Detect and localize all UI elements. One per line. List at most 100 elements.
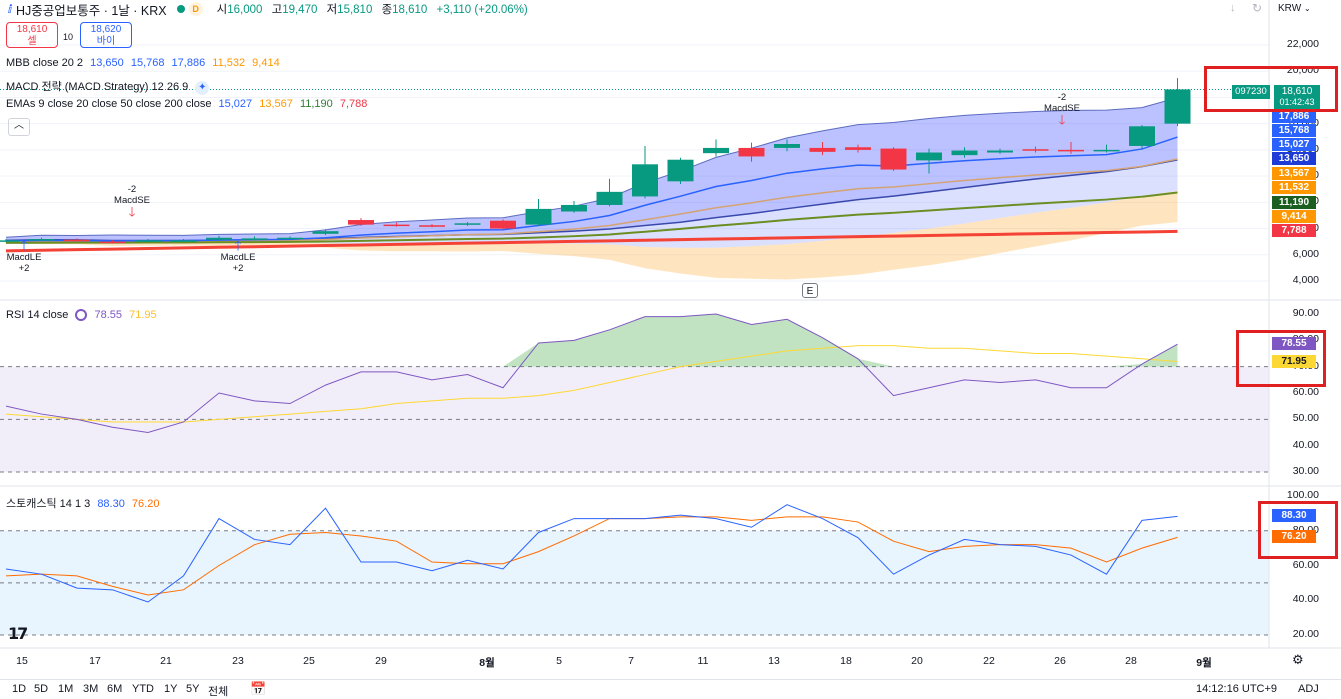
time-tick-label: 15 bbox=[16, 655, 28, 667]
buy-button[interactable]: 18,620 바이 bbox=[80, 22, 132, 48]
candle-body bbox=[667, 159, 694, 182]
sell-button[interactable]: 18,610 셀 bbox=[6, 22, 58, 48]
settings-icon[interactable]: ⚙ bbox=[1292, 652, 1304, 667]
rsi-settings-icon[interactable] bbox=[75, 309, 88, 322]
time-tick-label: 21 bbox=[160, 655, 172, 667]
spread-value: 10 bbox=[63, 32, 74, 42]
stoch-d-line bbox=[5, 516, 1178, 596]
timeframe-button[interactable]: 6M bbox=[107, 683, 123, 695]
time-tick-label: 9월 bbox=[1196, 657, 1212, 669]
ema50-line bbox=[5, 191, 1178, 244]
currency-selector[interactable]: KRW ⌄ bbox=[1278, 3, 1311, 14]
candle-body bbox=[0, 240, 19, 242]
candle-body bbox=[561, 204, 587, 212]
candle-body bbox=[1093, 149, 1120, 152]
candle-body bbox=[809, 147, 836, 152]
bar-countdown: 01:42:43 bbox=[1279, 97, 1315, 107]
bb-upper-fill bbox=[6, 97, 1178, 241]
rsi-ma-value-tag: 71.95 bbox=[1272, 355, 1316, 368]
time-tick-label: 29 bbox=[375, 655, 387, 667]
add-indicator-icon[interactable]: ✦ bbox=[195, 81, 210, 95]
price-tick-label: 4,000 bbox=[1292, 274, 1319, 286]
candle-body bbox=[170, 240, 197, 242]
highlight-box-price bbox=[1204, 66, 1338, 112]
time-tick-label: 20 bbox=[911, 655, 923, 667]
price-tick-label: 6,000 bbox=[1292, 247, 1319, 260]
time-tick-label: 11 bbox=[697, 655, 709, 667]
timeframe-button[interactable]: 5Y bbox=[186, 683, 200, 695]
timeframe-button[interactable]: 전체 bbox=[208, 686, 229, 698]
adj-toggle[interactable]: ADJ bbox=[1298, 683, 1319, 695]
stoch-tick-label: 40.00 bbox=[1292, 593, 1319, 606]
timeframe-button[interactable]: 1D bbox=[12, 683, 27, 695]
stoch-tick-label: 60.00 bbox=[1292, 558, 1319, 571]
candle-body bbox=[135, 240, 161, 242]
bb-lower-fill bbox=[6, 191, 1178, 280]
legend-mbb[interactable]: MBB close 20 2 13,650 15,768 17,886 11,5… bbox=[6, 57, 280, 69]
symbol-logo-icon: ⅈ bbox=[8, 4, 12, 16]
stoch-k-value-tag: 88.30 bbox=[1272, 509, 1316, 522]
timeframe-button[interactable]: 1M bbox=[58, 683, 74, 695]
rsi-ma-line bbox=[5, 345, 1178, 423]
earnings-event-badge[interactable]: E bbox=[802, 283, 818, 298]
timeframe-button[interactable]: 1Y bbox=[164, 683, 178, 695]
bb-upper-line bbox=[5, 97, 1178, 238]
time-tick-label: 18 bbox=[840, 655, 852, 667]
ema200-tag: 7,788 bbox=[1272, 224, 1316, 237]
time-tick-label: 8월 bbox=[479, 657, 495, 669]
symbol-title[interactable]: ⅈ HJ중공업보통주 · 1날 · KRX bbox=[8, 0, 167, 19]
candle-body bbox=[419, 225, 445, 227]
price-tick-label: 22,000 bbox=[1286, 38, 1319, 50]
timeframe-button[interactable]: 3M bbox=[83, 683, 99, 695]
legend-macd-strategy[interactable]: MACD 전략 (MACD Strategy) 12 26 9 ✦ bbox=[6, 78, 213, 95]
time-tick-label: 25 bbox=[303, 655, 315, 667]
candle-body bbox=[703, 147, 729, 154]
bb-lower-inner-tag: 13,650 bbox=[1272, 152, 1316, 165]
candle-body bbox=[916, 152, 942, 161]
time-tick-label: 26 bbox=[1054, 655, 1066, 667]
legend-emas[interactable]: EMAs 9 close 20 close 50 close 200 close… bbox=[6, 98, 368, 110]
legend-stochastic[interactable]: 스토캐스틱 14 1 3 88.30 76.20 bbox=[6, 498, 160, 510]
candle-body bbox=[454, 223, 481, 225]
time-tick-label: 7 bbox=[628, 655, 634, 667]
stoch-d-value-tag: 76.20 bbox=[1272, 530, 1316, 543]
timeframe-button[interactable]: 5D bbox=[34, 683, 49, 695]
bottom-toolbar: 1D 5D 1M 3M 6M YTD 1Y 5Y 전체 📅 14:12:16 UTC+9 ADJ bbox=[0, 679, 1341, 698]
stoch-tick-label: 100.00 bbox=[1286, 489, 1319, 501]
legend-rsi[interactable]: RSI 14 close 78.55 71.95 bbox=[6, 309, 157, 322]
rsi-overbought-fill bbox=[6, 314, 1178, 367]
ema9-tag: 15,027 bbox=[1272, 138, 1316, 151]
candle-body bbox=[1129, 126, 1155, 146]
market-status-icon bbox=[176, 5, 185, 13]
rsi-tick-label: 60.00 bbox=[1292, 386, 1319, 398]
stoch-k-line bbox=[5, 504, 1178, 603]
refresh-icon[interactable]: ↻ bbox=[1252, 1, 1263, 15]
rsi-tick-label: 30.00 bbox=[1292, 465, 1319, 477]
arrow-down-icon: 🡓 bbox=[128, 204, 136, 219]
arrow-up-icon: 🡑 bbox=[234, 238, 242, 253]
time-tick-label: 22 bbox=[983, 655, 995, 667]
rsi-tick-label: 90.00 bbox=[1292, 307, 1319, 319]
symbol-code-tag: 097230 bbox=[1232, 85, 1270, 99]
chevron-up-icon: ︿ bbox=[14, 120, 24, 131]
bb-x-tag: 11,532 bbox=[1272, 181, 1316, 194]
timeframe-button[interactable]: YTD bbox=[132, 683, 154, 695]
clock-timezone[interactable]: 14:12:16 UTC+9 bbox=[1196, 683, 1278, 695]
rsi-tick-label: 50.00 bbox=[1292, 412, 1319, 425]
candle-body bbox=[64, 239, 90, 242]
date-range-calendar-icon[interactable]: 📅 bbox=[250, 681, 267, 696]
candle-body bbox=[774, 143, 800, 148]
candle-body bbox=[490, 220, 516, 229]
bb-lower-tag: 9,414 bbox=[1272, 210, 1316, 223]
delayed-data-badge[interactable]: D bbox=[188, 2, 203, 16]
candle-body bbox=[632, 164, 658, 197]
collapse-legend-button[interactable]: ︿ bbox=[8, 118, 30, 136]
signal-macd-le-2: 🡑 MacdLE +2 bbox=[218, 238, 258, 274]
symbol-name[interactable]: HJ중공업보통주 · 1날 · KRX bbox=[15, 3, 167, 18]
time-tick-label: 5 bbox=[556, 655, 562, 667]
header-arrow-icon[interactable]: ↓ bbox=[1230, 2, 1236, 14]
tradingview-logo[interactable]: 17 bbox=[8, 624, 28, 643]
stoch-tick-label: 20.00 bbox=[1292, 628, 1319, 640]
candle-body bbox=[987, 150, 1013, 153]
